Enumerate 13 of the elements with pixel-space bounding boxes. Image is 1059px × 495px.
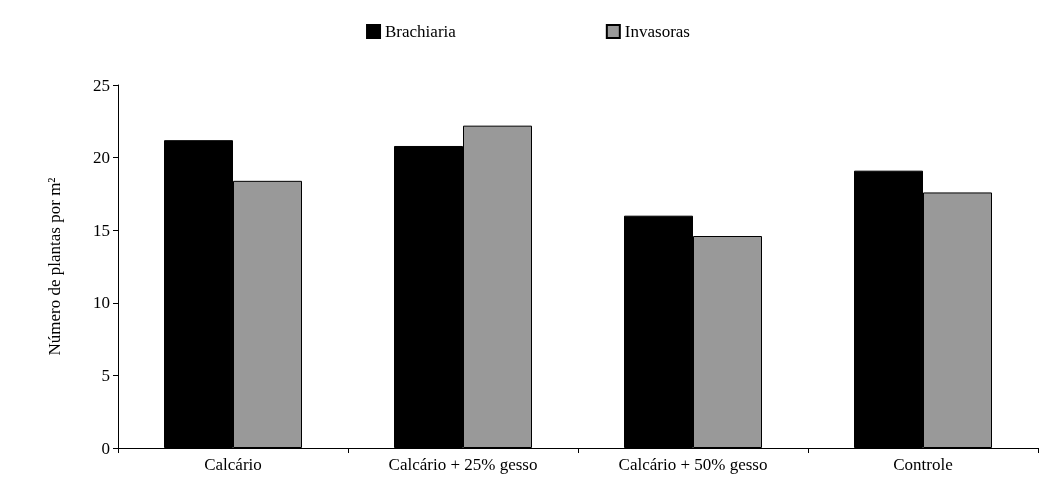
y-tick-label: 20	[93, 148, 110, 168]
x-tick-label: Calcário	[204, 455, 262, 474]
y-tick-label: 25	[93, 75, 110, 95]
x-tick-label: Calcário + 25% gesso	[388, 455, 538, 474]
y-axis-title: Número de plantas por m²	[45, 177, 64, 356]
y-tick-label: 5	[101, 365, 110, 385]
x-tick-label: Controle	[893, 455, 953, 474]
legend-label: Brachiaria	[385, 22, 457, 41]
y-tick-label: 15	[93, 220, 110, 240]
legend-label: Invasoras	[624, 22, 690, 41]
y-tick-label: 10	[93, 293, 110, 313]
x-tick-label: Calcário + 50% gesso	[618, 455, 768, 474]
y-tick-label: 0	[101, 438, 110, 458]
